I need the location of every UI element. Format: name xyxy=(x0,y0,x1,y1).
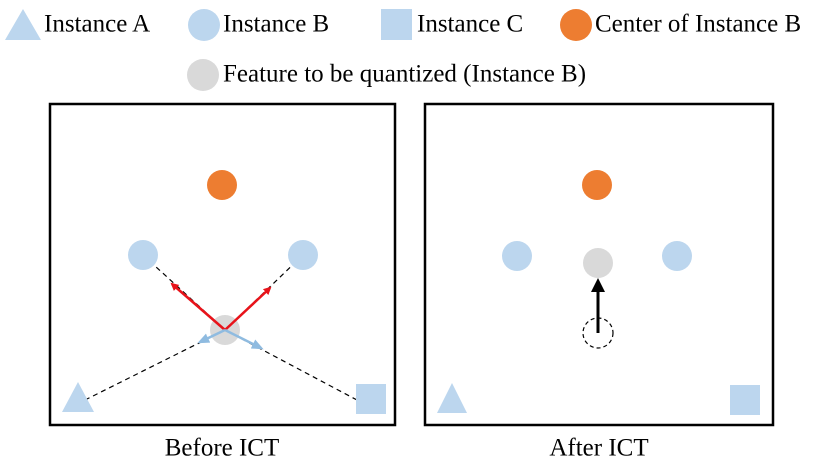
legend-label: Instance A xyxy=(44,11,150,38)
legend-label: Center of Instance B xyxy=(595,11,801,38)
instance-a-point xyxy=(62,382,94,412)
pull-arrow xyxy=(224,286,272,331)
panel-before: Before ICT xyxy=(48,102,397,462)
instance-c-point xyxy=(730,385,760,415)
legend-label: Instance C xyxy=(417,11,523,38)
legend-circle xyxy=(188,9,220,41)
push-arrow xyxy=(197,328,226,344)
instance-b-point xyxy=(128,240,158,270)
legend-square xyxy=(381,9,412,40)
panel-caption: After ICT xyxy=(549,435,648,462)
pull-arrow xyxy=(170,282,226,331)
panel-frame xyxy=(423,102,775,427)
legend-label: Feature to be quantized (Instance B) xyxy=(223,61,586,88)
legend-triangle xyxy=(5,9,41,40)
center-point xyxy=(582,170,612,200)
legend-center xyxy=(560,9,592,41)
center-point xyxy=(207,170,237,200)
instance-b-point xyxy=(662,241,692,271)
instance-a-point xyxy=(437,383,467,413)
instance-b-point xyxy=(288,240,318,270)
push-arrow xyxy=(224,328,264,350)
instance-b-point xyxy=(502,241,532,271)
panel-after: After ICT xyxy=(423,102,775,462)
legend-label: Instance B xyxy=(223,11,329,38)
panel-frame xyxy=(48,102,397,427)
panel-caption: Before ICT xyxy=(165,435,280,462)
legend: Instance A Instance B Instance C Center … xyxy=(5,9,801,91)
legend-feature xyxy=(187,59,219,91)
feature-point xyxy=(583,248,613,278)
instance-c-point xyxy=(356,384,386,414)
